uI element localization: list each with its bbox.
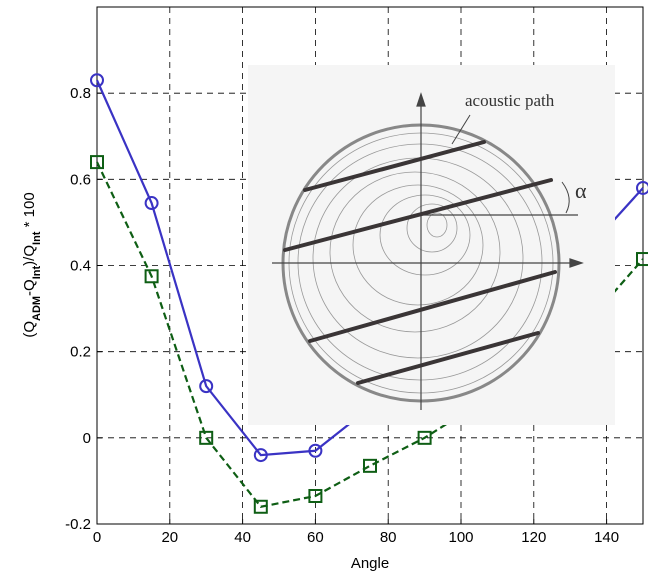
marker bbox=[308, 443, 323, 458]
y-tick-label: -0.2 bbox=[65, 516, 91, 533]
marker bbox=[308, 488, 323, 503]
x-tick-label: 60 bbox=[307, 529, 324, 546]
y-label-part: Int bbox=[31, 231, 43, 245]
x-tick-label: 120 bbox=[521, 529, 546, 546]
marker bbox=[199, 379, 214, 394]
x-tick-label: 80 bbox=[380, 529, 397, 546]
marker bbox=[636, 252, 648, 267]
marker bbox=[253, 448, 268, 463]
inset-label: acoustic path bbox=[465, 91, 555, 110]
y-tick-label: 0.8 bbox=[70, 85, 91, 102]
angle-symbol: α bbox=[575, 178, 587, 203]
marker bbox=[144, 196, 159, 211]
marker bbox=[144, 269, 159, 284]
axes bbox=[272, 92, 584, 410]
x-tick-label: 20 bbox=[161, 529, 178, 546]
marker bbox=[90, 155, 104, 170]
angle-arc bbox=[561, 181, 570, 214]
marker bbox=[90, 73, 104, 88]
x-tick-label: 0 bbox=[93, 529, 101, 546]
y-tick-label: 0.6 bbox=[70, 171, 91, 188]
y-label-part: (Q bbox=[21, 321, 38, 338]
y-label-part: * 100 bbox=[21, 192, 38, 231]
inset-diagram: acoustic path α bbox=[248, 65, 615, 425]
x-tick-label: 40 bbox=[234, 529, 251, 546]
leader-line bbox=[451, 114, 471, 145]
marker bbox=[417, 430, 432, 445]
marker bbox=[636, 180, 648, 195]
y-label-part: -Q bbox=[21, 279, 38, 296]
y-tick-label: 0.2 bbox=[70, 344, 91, 361]
y-label-part: Int bbox=[31, 265, 43, 279]
x-tick-label: 140 bbox=[594, 529, 619, 546]
marker bbox=[199, 430, 214, 445]
y-tick-label: 0.4 bbox=[70, 258, 91, 275]
y-tick-label: 0 bbox=[83, 430, 91, 447]
x-axis-label: Angle bbox=[351, 555, 389, 572]
marker bbox=[253, 499, 268, 514]
y-label-part: ADM bbox=[31, 296, 43, 321]
x-tick-label: 100 bbox=[448, 529, 473, 546]
y-label-part: )/Q bbox=[21, 245, 38, 266]
acoustic-paths bbox=[283, 140, 557, 385]
y-axis-label: (QADM-QInt)/QInt * 100 bbox=[21, 192, 43, 337]
marker bbox=[363, 458, 377, 473]
